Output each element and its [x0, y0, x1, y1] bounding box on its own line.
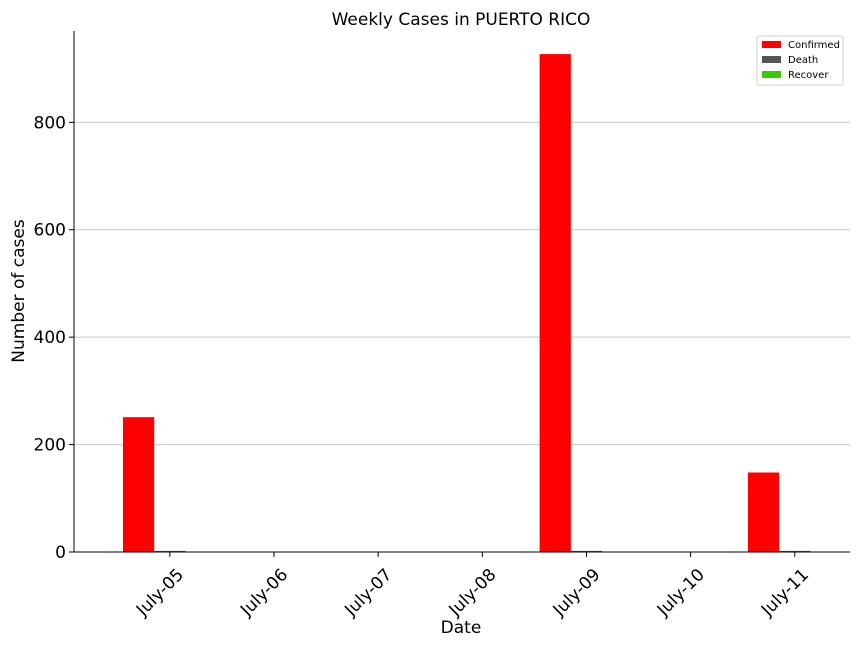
bar-confirmed-july-05: [122, 417, 155, 552]
y-tick-label: 800: [34, 113, 66, 133]
legend-swatch-recover: [762, 71, 781, 78]
legend-label-death: Death: [788, 55, 818, 66]
axes: [69, 31, 850, 557]
x-tick-label: July-10: [653, 565, 709, 621]
y-axis-title: Number of cases: [9, 219, 29, 363]
legend-label-confirmed: Confirmed: [788, 40, 840, 51]
bars: [122, 54, 811, 552]
x-tick-label: July-08: [445, 565, 501, 621]
x-axis-title: Date: [441, 618, 482, 638]
bar-death-july-11: [779, 550, 811, 552]
y-tick-label: 200: [34, 436, 66, 456]
legend-swatch-death: [762, 56, 781, 63]
bar-death-july-05: [154, 550, 186, 552]
grid-lines: [74, 121, 850, 446]
x-tick-label: July-07: [340, 565, 396, 621]
x-tick-label: July-05: [132, 565, 188, 621]
bar-confirmed-july-09: [539, 54, 571, 552]
x-tick-label: July-09: [549, 565, 605, 621]
y-tick-label: 600: [34, 221, 66, 241]
chart-title: Weekly Cases in PUERTO RICO: [332, 10, 591, 30]
legend: Confirmed Death Recover: [756, 35, 844, 86]
bar-death-july-09: [570, 550, 603, 552]
x-tick-label: July-06: [236, 565, 292, 621]
x-tick-label: July-11: [757, 565, 813, 621]
y-tick-label: 0: [55, 543, 66, 563]
legend-label-recover: Recover: [788, 70, 829, 81]
bar-confirmed-july-11: [747, 472, 780, 552]
y-tick-label: 400: [34, 328, 66, 348]
legend-swatch-confirmed: [762, 41, 781, 48]
